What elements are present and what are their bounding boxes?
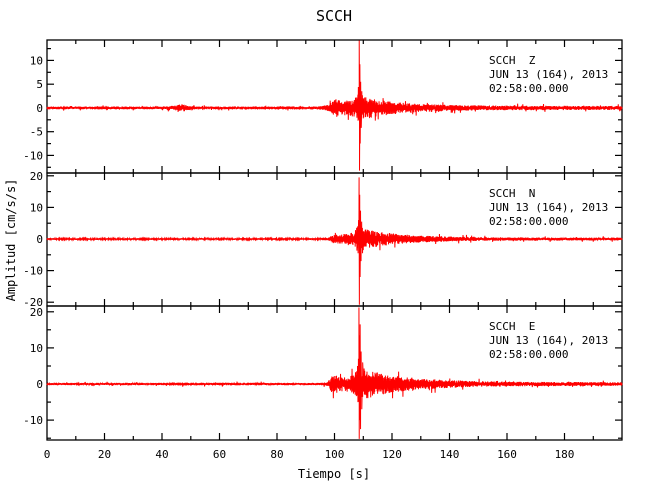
trace-z (46, 40, 623, 171)
panel-n-time-label: 02:58:00.000 (489, 215, 568, 228)
y-tick-label: 20 (30, 170, 43, 183)
panel-n-station-label: SCCH N (489, 187, 535, 200)
panel-frame-e (46, 305, 623, 441)
y-tick-label: -10 (23, 414, 43, 427)
waveform-traces (46, 40, 623, 439)
x-tick-label: 80 (270, 448, 283, 461)
y-axis-label: Amplitud [cm/s/s] (4, 179, 18, 302)
panel-annotations: SCCH Z JUN 13 (164), 2013 02:58:00.000 S… (489, 54, 608, 361)
x-tick-label: 180 (555, 448, 575, 461)
chart-title: SCCH (316, 7, 352, 25)
x-tick-label: 160 (497, 448, 517, 461)
panel-e-station-label: SCCH E (489, 320, 535, 333)
x-tick-label: 140 (440, 448, 460, 461)
y-tick-label: 10 (30, 54, 43, 67)
y-tick-label: 5 (36, 78, 43, 91)
panel-e-date-label: JUN 13 (164), 2013 (489, 334, 608, 347)
y-tick-label: -10 (23, 265, 43, 278)
x-tick-label: 100 (325, 448, 345, 461)
x-tick-label: 20 (98, 448, 111, 461)
y-tick-label: 10 (30, 342, 43, 355)
y-tick-label: 20 (30, 306, 43, 319)
x-axis-label: Tiempo [s] (298, 467, 370, 481)
y-tick-label: 0 (36, 378, 43, 391)
y-tick-label: -20 (23, 296, 43, 309)
panel-z-station-label: SCCH Z (489, 54, 536, 67)
panel-e-time-label: 02:58:00.000 (489, 348, 568, 361)
panel-z-date-label: JUN 13 (164), 2013 (489, 68, 608, 81)
y-tick-label: -10 (23, 149, 43, 162)
panel-n-date-label: JUN 13 (164), 2013 (489, 201, 608, 214)
y-tick-label: 0 (36, 233, 43, 246)
y-tick-label: -5 (30, 126, 43, 139)
y-tick-label: 0 (36, 102, 43, 115)
y-tick-label: 10 (30, 201, 43, 214)
x-tick-label: 40 (155, 448, 168, 461)
panel-z-time-label: 02:58:00.000 (489, 82, 568, 95)
x-tick-label: 120 (382, 448, 402, 461)
axis-ticks (47, 40, 622, 440)
trace-e (46, 307, 623, 439)
x-tick-label: 60 (213, 448, 226, 461)
x-tick-label: 0 (44, 448, 51, 461)
trace-n (46, 177, 623, 305)
